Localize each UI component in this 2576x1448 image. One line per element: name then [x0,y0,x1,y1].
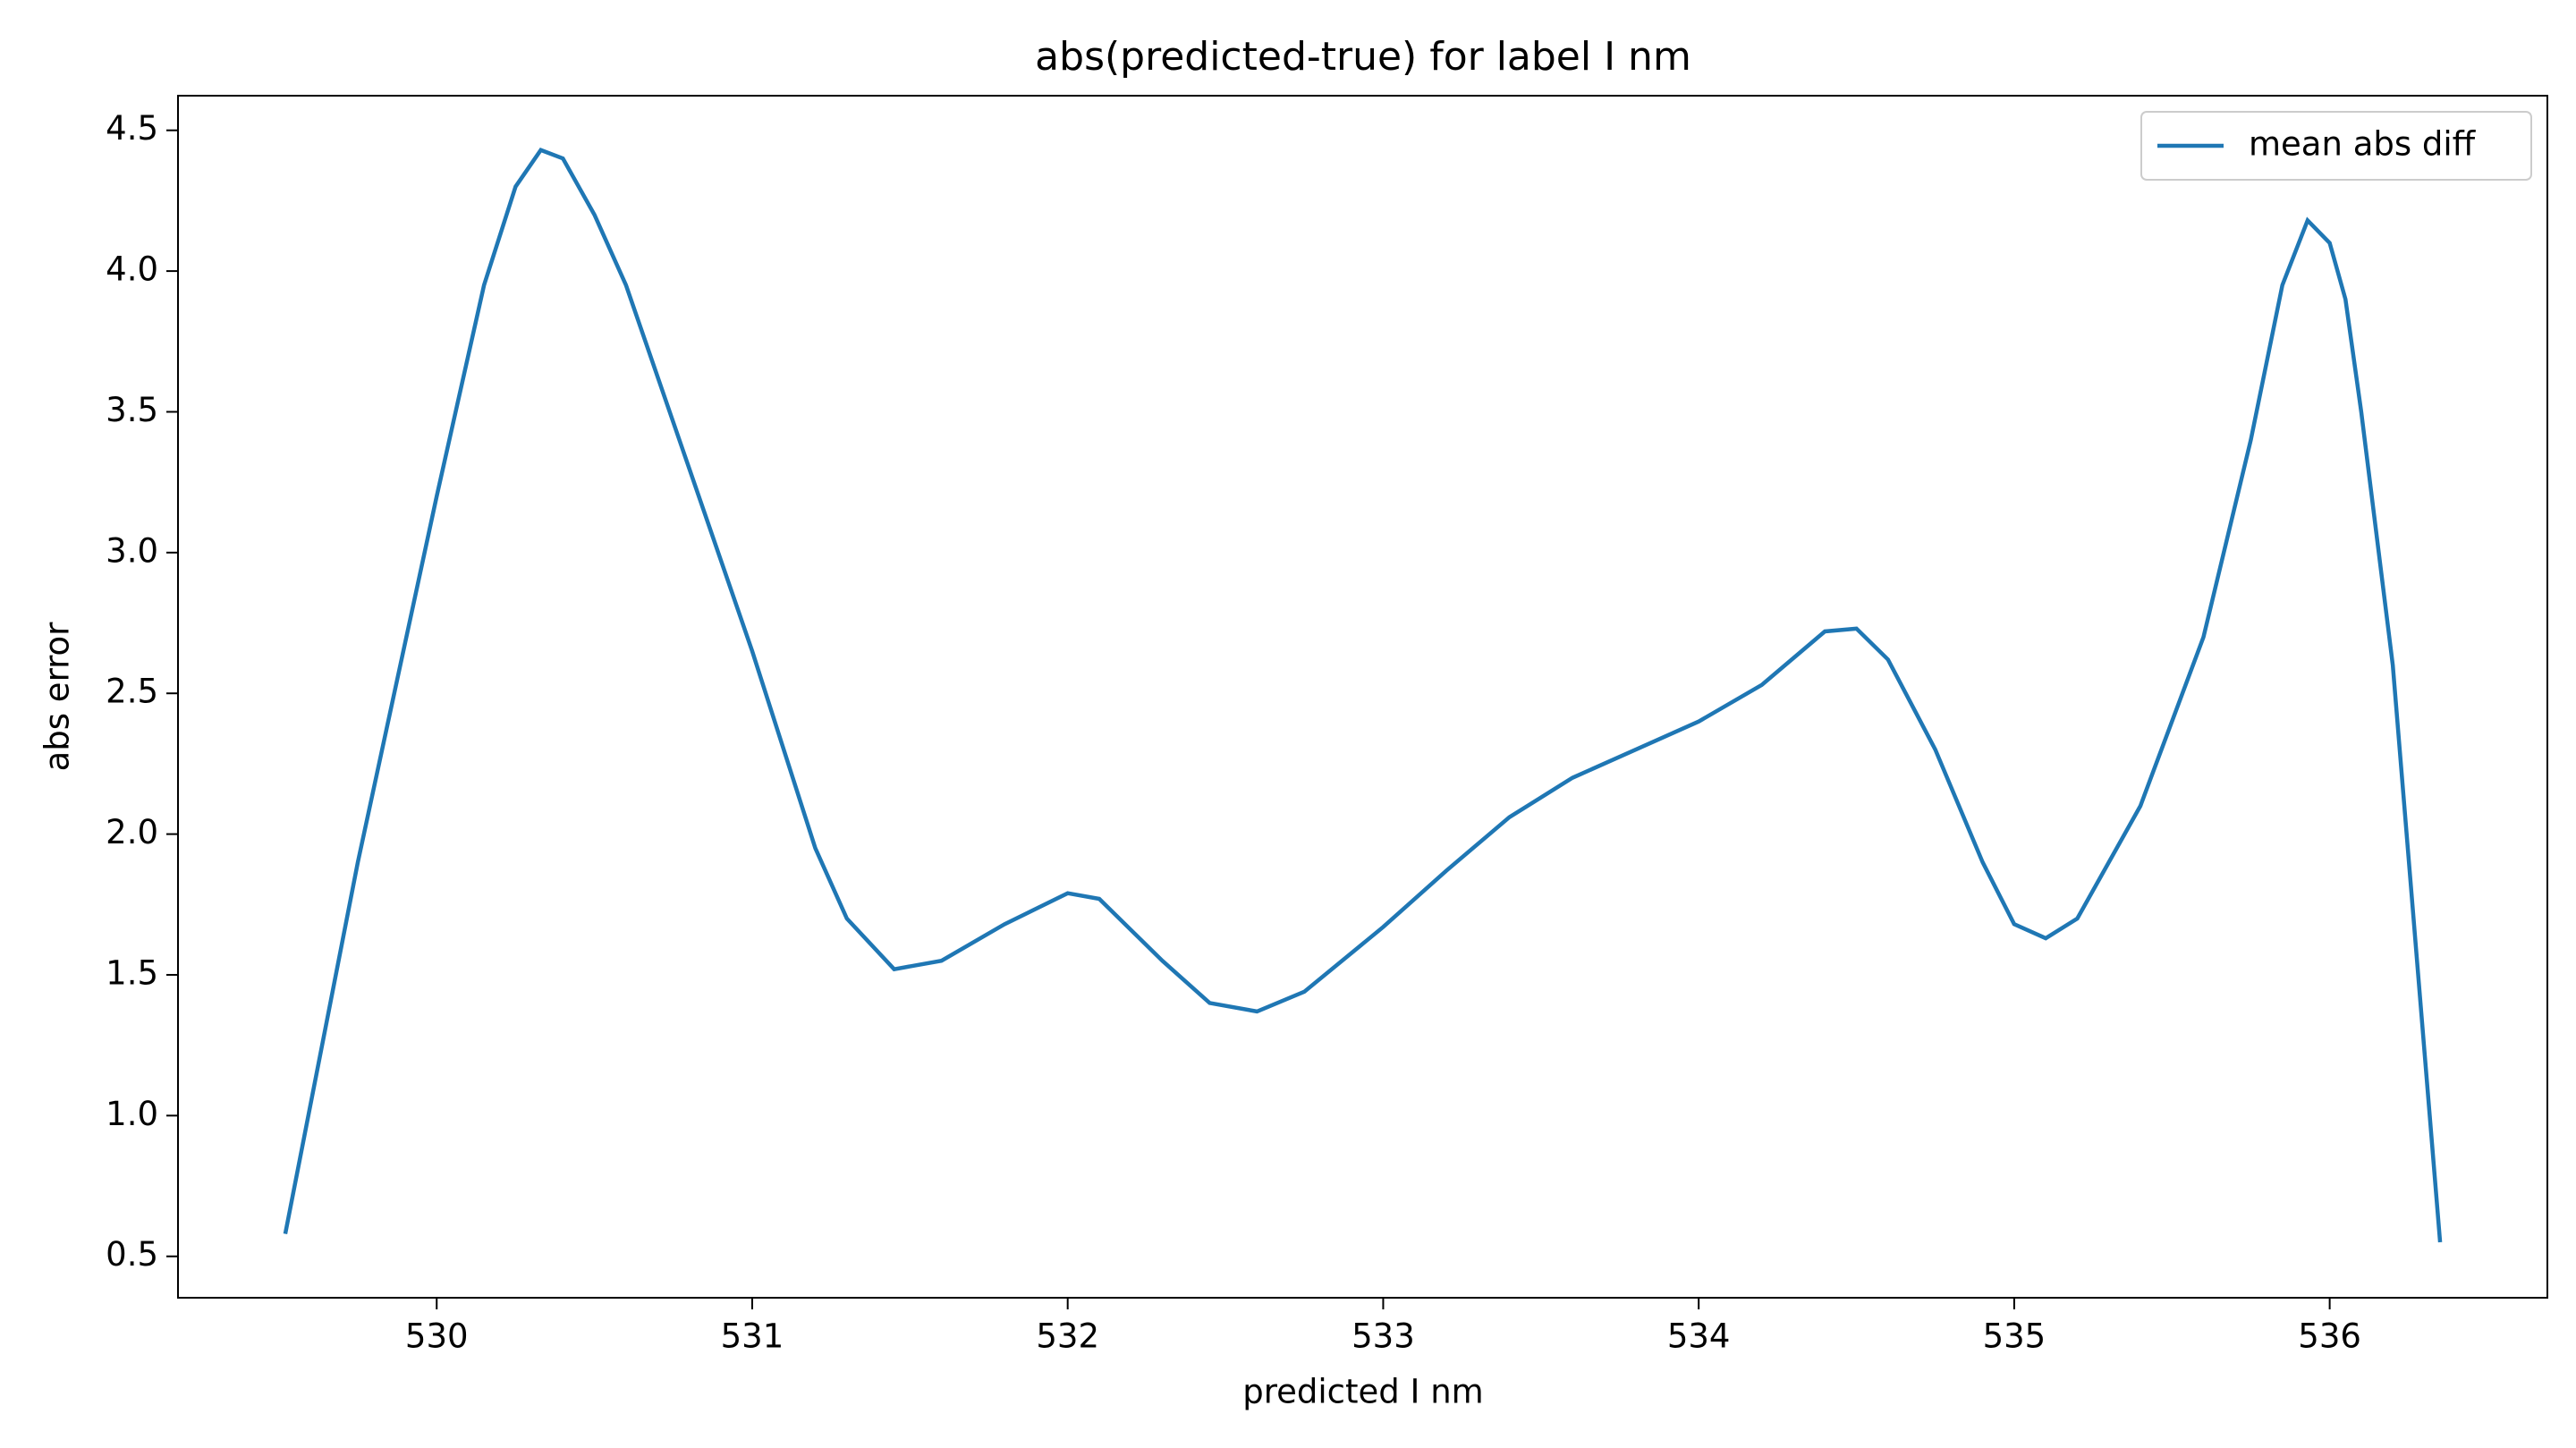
x-tick-label: 530 [405,1317,469,1356]
y-tick-label: 4.0 [106,250,158,289]
plot-frame [177,95,2548,1299]
x-tick-label: 532 [1036,1317,1099,1356]
y-tick-label: 3.5 [106,391,158,429]
y-tick-label: 4.5 [106,109,158,148]
x-tick-label: 531 [721,1317,784,1356]
y-tick-label: 2.5 [106,673,158,711]
y-tick-label: 2.0 [106,813,158,851]
legend-label: mean abs diff [2249,125,2477,164]
y-tick-label: 0.5 [106,1235,158,1274]
x-tick-label: 533 [1352,1317,1415,1356]
y-axis-label: abs error [38,622,77,772]
chart-title: abs(predicted-true) for label I nm [1035,34,1691,80]
y-tick-label: 1.5 [106,953,158,992]
x-tick-label: 534 [1667,1317,1731,1356]
x-axis-label: predicted I nm [1242,1373,1483,1411]
y-tick-label: 3.0 [106,531,158,570]
x-tick-label: 536 [2298,1317,2361,1356]
y-tick-label: 1.0 [106,1095,158,1133]
data-line [283,148,2443,1243]
legend-box [2140,111,2532,181]
x-tick-label: 535 [1983,1317,2046,1356]
